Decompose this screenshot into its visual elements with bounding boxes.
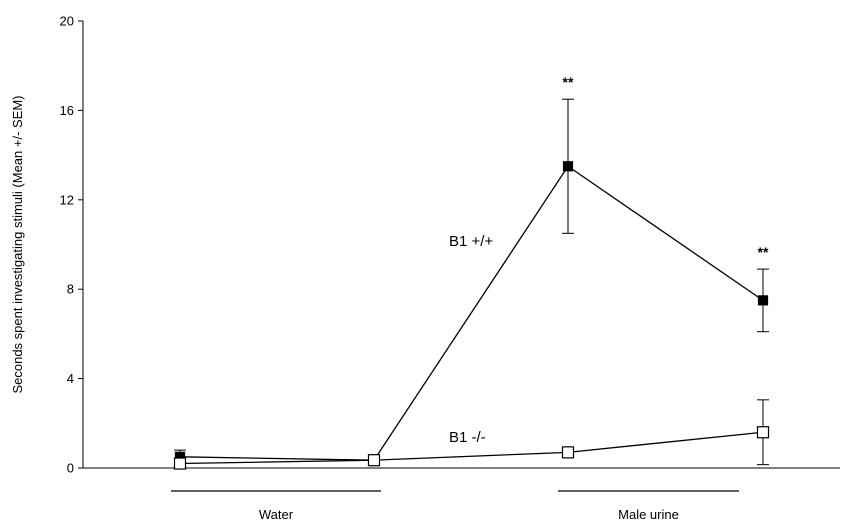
y-tick-label: 0 [67,461,74,476]
y-tick-label: 8 [67,282,74,297]
significance-label: ** [758,244,769,260]
y-tick-label: 20 [60,14,74,29]
series-layer [173,98,770,470]
series-label: B1 -/- [449,429,486,446]
data-point-filled [757,295,769,306]
y-tick-label: 16 [60,103,74,118]
series-line [179,165,764,461]
data-point-open [756,426,770,439]
label-layer: ** ** B1 +/+ B1 -/- [449,74,769,446]
series-label: B1 +/+ [449,233,493,250]
data-point-open [173,457,187,470]
group-label: Male urine [618,507,679,522]
data-point-open [561,446,575,459]
data-point-open [367,454,381,467]
axis-layer: 0 4 8 12 16 20 Seconds spent investigating sti… [10,14,840,522]
y-tick-label: 12 [60,192,74,207]
y-axis-label: Seconds spent investigating stimuli (Mea… [10,95,25,393]
data-point-filled [562,161,574,172]
group-label: Water [259,507,294,522]
y-tick-label: 4 [67,371,74,386]
series-line [179,431,764,465]
significance-label: ** [563,74,574,90]
